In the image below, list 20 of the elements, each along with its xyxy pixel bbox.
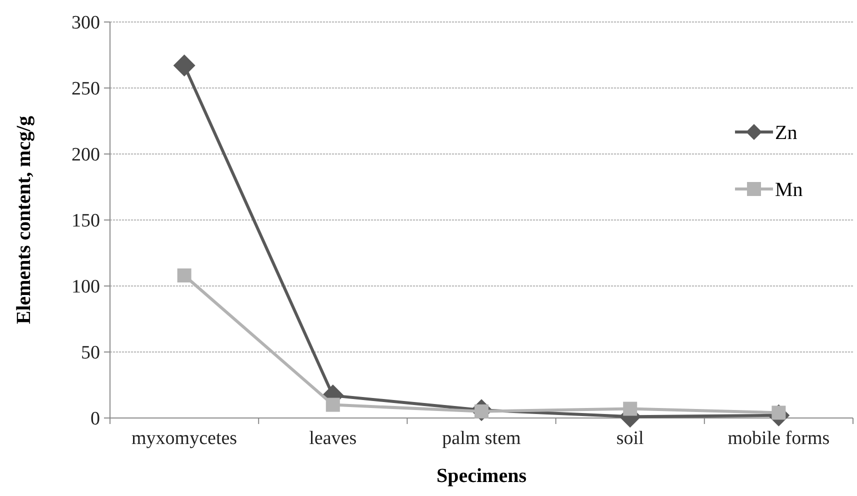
x-tick-label: soil bbox=[616, 428, 644, 449]
point bbox=[326, 398, 340, 412]
y-tick-label: 150 bbox=[72, 210, 100, 232]
y-tick-label: 0 bbox=[90, 408, 100, 430]
x-tick-label: palm stem bbox=[442, 428, 522, 449]
y-tick-label: 300 bbox=[72, 12, 100, 34]
y-axis-title: Elements content, mcg/g bbox=[13, 116, 35, 324]
y-tick-label: 200 bbox=[72, 144, 100, 166]
y-tick-label: 100 bbox=[72, 276, 100, 298]
y-tick-label: 250 bbox=[72, 78, 100, 100]
point bbox=[173, 54, 196, 77]
y-tick-label: 50 bbox=[81, 342, 100, 364]
legend-label: Zn bbox=[775, 122, 798, 144]
point bbox=[623, 402, 638, 416]
x-tick-label: leaves bbox=[309, 428, 357, 449]
x-tick-label: mobile forms bbox=[728, 428, 830, 449]
legend-label: Mn bbox=[775, 179, 803, 201]
point bbox=[177, 268, 192, 282]
x-tick-label: myxomycetes bbox=[132, 428, 238, 449]
x-axis-title: Specimens bbox=[436, 465, 527, 487]
